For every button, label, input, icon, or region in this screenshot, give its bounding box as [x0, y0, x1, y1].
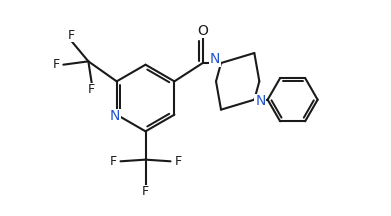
Text: F: F [68, 29, 75, 42]
Text: N: N [110, 109, 120, 123]
Text: F: F [88, 83, 95, 96]
Text: O: O [197, 24, 208, 38]
Text: F: F [109, 155, 117, 168]
Text: F: F [142, 186, 149, 199]
Text: F: F [174, 155, 181, 168]
Text: F: F [53, 58, 60, 71]
Text: N: N [255, 94, 265, 108]
Text: N: N [210, 52, 220, 66]
